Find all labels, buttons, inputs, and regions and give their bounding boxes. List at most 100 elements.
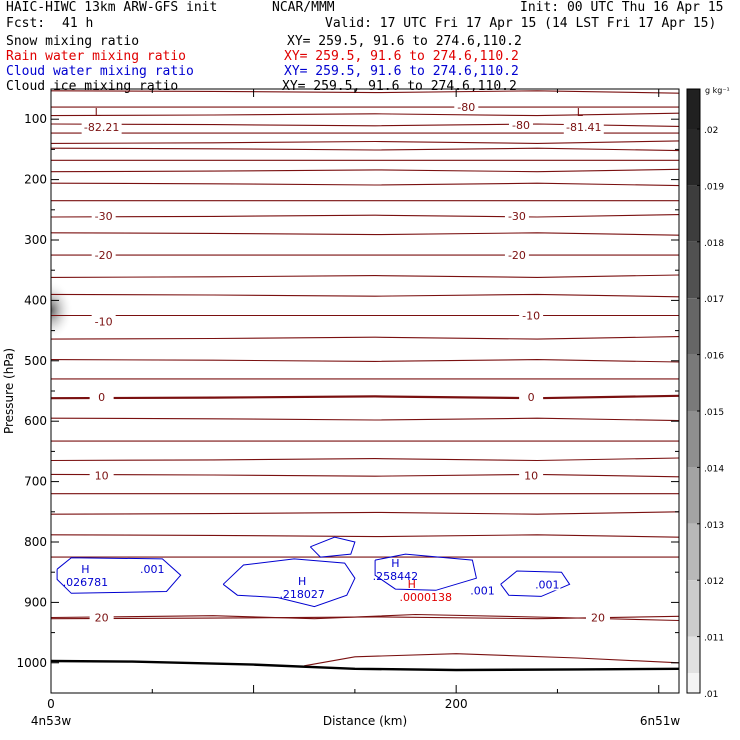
y-tick-label: 700 [24, 475, 47, 489]
x-axis-label: Distance (km) [323, 714, 407, 728]
colorbar-label: .019 [704, 182, 724, 192]
right-endpoint-label: 6n51w [640, 714, 681, 728]
rain-high-value: .0000138 [400, 591, 453, 604]
temperature-label: -20 [508, 249, 526, 262]
cloud-water-label: .001 [140, 563, 165, 576]
field-rain-label: Rain water mixing ratio [6, 49, 187, 64]
y-tick-label: 900 [24, 595, 47, 609]
y-tick-label: 200 [24, 173, 47, 187]
field-rain-xy: XY= 259.5, 91.6 to 274.6,110.2 [284, 49, 519, 64]
label-mask [519, 468, 544, 482]
temperature-line [51, 359, 679, 363]
colorbar-label: .02 [704, 126, 718, 136]
colorbar-label: .016 [704, 352, 724, 362]
label-mask [508, 118, 533, 132]
temperature-label: -30 [95, 210, 113, 223]
temperature-line [51, 613, 679, 622]
temperature-label: -80 [457, 101, 475, 114]
colorbar-segment [687, 298, 700, 355]
colorbar-segment [687, 673, 700, 693]
x-tick-label: 200 [445, 697, 468, 711]
colorbar-segment [687, 467, 700, 524]
temperature-line [51, 417, 679, 422]
temperature-line [51, 214, 679, 218]
temperature-line [51, 90, 679, 94]
colorbar-label: .013 [704, 521, 724, 531]
center-label: NCAR/MMM [272, 0, 335, 15]
high-symbol: H [298, 575, 306, 588]
label-mask [91, 248, 116, 262]
low-symbol: L [95, 106, 102, 119]
temperature-line [51, 511, 679, 515]
temperature-line [51, 232, 679, 236]
temperature-line [51, 147, 679, 152]
label-mask [469, 583, 496, 597]
y-axis-label: Pressure (hPa) [2, 348, 16, 434]
cloud-water-contours [56, 536, 571, 608]
colorbar-label: .014 [704, 464, 724, 474]
colorbar-unit: g kg⁻¹ [705, 86, 730, 95]
colorbar-segment [687, 241, 700, 299]
terrain-line [51, 659, 679, 672]
temperature-label: -20 [95, 249, 113, 262]
low-value: -82.21 [84, 121, 119, 134]
label-mask [81, 121, 122, 135]
temperature-line [51, 394, 679, 400]
low-symbol: L [577, 106, 584, 119]
temperature-line [51, 112, 679, 117]
colorbar-label: .015 [704, 408, 724, 418]
model-title: HAIC-HIWC 13km ARW-GFS init [6, 0, 218, 15]
temperature-line [51, 534, 679, 538]
rain-water-labels: H.0000138 [400, 578, 453, 604]
field-cloudwater-xy: XY= 259.5, 91.6 to 274.6,110.2 [284, 64, 519, 79]
cloud-water-line [222, 558, 356, 608]
temperature-line [51, 473, 679, 478]
colorbar-segment [687, 89, 700, 129]
high-value: .258442 [373, 570, 419, 583]
high-symbol: H [391, 557, 399, 570]
low-value: -81.41 [566, 121, 601, 134]
fcst-value: 41 h [62, 16, 94, 31]
y-tick-label: 500 [24, 354, 47, 368]
x-tick-label: 0 [47, 697, 55, 711]
temperature-label: -10 [522, 310, 540, 323]
temperature-label: 0 [528, 391, 535, 404]
colorbar-label: .01 [704, 690, 718, 700]
temperature-label: 10 [524, 470, 538, 483]
temperature-label: 20 [591, 612, 605, 625]
label-mask [519, 308, 544, 322]
colorbar-label: .011 [704, 634, 724, 644]
temperature-label: -30 [508, 210, 526, 223]
cloud-water-line [374, 553, 477, 591]
label-mask [89, 468, 114, 482]
temperature-line [51, 168, 679, 173]
cloud-water-label: .001 [535, 578, 560, 591]
temperature-line [51, 182, 679, 187]
colorbar-segment [687, 580, 700, 637]
init-time: Init: 00 UTC Thu 16 Apr 15 [520, 0, 724, 15]
label-mask [91, 314, 116, 328]
y-tick-label: 400 [24, 293, 47, 307]
temperature-label: 0 [98, 391, 105, 404]
colorbar-segment [687, 129, 700, 186]
cloud-water-line [56, 557, 182, 594]
temperature-line [51, 293, 679, 298]
colorbar-frame [686, 88, 701, 694]
label-mask [454, 100, 479, 114]
colorbar-label: .012 [704, 577, 724, 587]
temperature-label: 10 [95, 470, 109, 483]
label-mask [89, 390, 114, 404]
field-snow-xy: XY= 259.5, 91.6 to 274.6,110.2 [287, 34, 522, 49]
label-mask [585, 610, 610, 624]
high-value: .218027 [279, 588, 325, 601]
y-tick-label: 100 [24, 112, 47, 126]
label-mask [563, 121, 604, 135]
colorbar: .02 .019 .018 .017 .016 .015 .014 .013 .012 .011.… [686, 88, 724, 700]
colorbar-segment [687, 354, 700, 411]
label-mask [519, 390, 544, 404]
colorbar-segment [687, 411, 700, 468]
cloud-water-label: .001 [470, 584, 495, 597]
